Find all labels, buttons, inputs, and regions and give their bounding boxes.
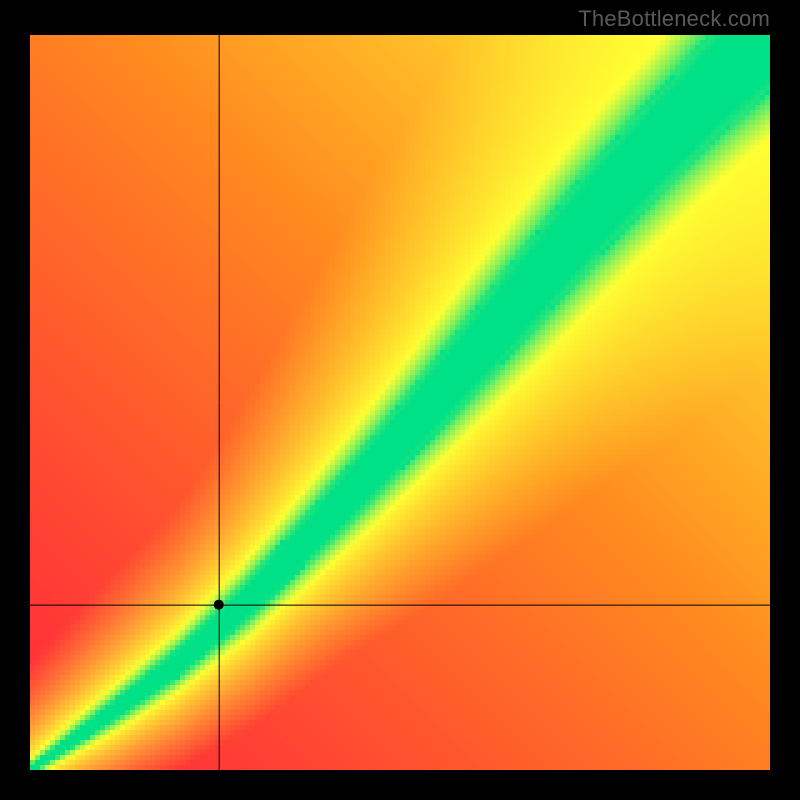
chart-container: TheBottleneck.com [0,0,800,800]
heatmap-plot [30,35,770,770]
heatmap-canvas [30,35,770,770]
watermark-text: TheBottleneck.com [578,6,770,32]
